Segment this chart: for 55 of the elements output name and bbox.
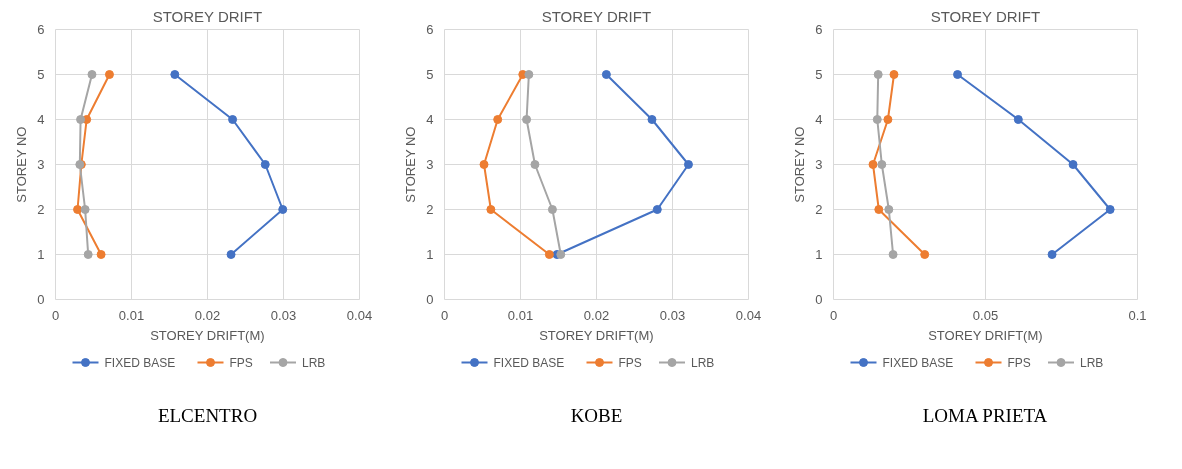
x-axis-title: STOREY DRIFT(M) bbox=[928, 327, 1043, 343]
y-tick-label: 3 bbox=[37, 157, 45, 172]
y-tick-label: 5 bbox=[426, 67, 434, 82]
y-tick-label: 0 bbox=[37, 292, 45, 307]
chart-title: STOREY DRIFT bbox=[930, 7, 1041, 25]
x-axis-title: STOREY DRIFT(M) bbox=[150, 327, 265, 343]
y-tick-label: 5 bbox=[815, 67, 823, 82]
legend-label: FIXED BASE bbox=[493, 355, 565, 370]
x-tick-label: 0.02 bbox=[583, 307, 610, 323]
y-tick-label: 0 bbox=[815, 292, 823, 307]
x-tick-label: 0 bbox=[829, 307, 838, 323]
x-tick-label: 0.03 bbox=[270, 307, 297, 323]
legend-label: LRB bbox=[302, 355, 326, 370]
y-tick-label: 2 bbox=[426, 202, 434, 217]
y-tick-label: 3 bbox=[426, 157, 434, 172]
x-axis-title: STOREY DRIFT(M) bbox=[539, 327, 654, 343]
y-axis-title: STOREY NO bbox=[403, 126, 419, 203]
y-tick-label: 6 bbox=[37, 22, 45, 37]
x-tick-label: 0.03 bbox=[659, 307, 686, 323]
x-tick-label: 0.04 bbox=[735, 307, 762, 323]
y-tick-label: 4 bbox=[815, 112, 823, 127]
x-tick-label: 0.1 bbox=[1128, 307, 1147, 323]
text: LOMA PRIETA bbox=[922, 405, 1048, 427]
y-tick-label: 0 bbox=[426, 292, 434, 307]
legend-label: LRB bbox=[691, 355, 715, 370]
x-tick-label: 0.01 bbox=[118, 307, 145, 323]
y-tick-label: 1 bbox=[815, 247, 823, 262]
legend-label: FPS bbox=[229, 355, 253, 370]
text: ELCENTRO bbox=[157, 405, 258, 427]
x-tick-label: 0 bbox=[51, 307, 60, 323]
x-tick-label: 0.02 bbox=[194, 307, 221, 323]
y-tick-label: 1 bbox=[37, 247, 45, 262]
y-tick-label: 1 bbox=[426, 247, 434, 262]
x-tick-label: 0.05 bbox=[972, 307, 999, 323]
y-tick-label: 3 bbox=[815, 157, 823, 172]
chart-title: STOREY DRIFT bbox=[541, 7, 652, 25]
legend-label: FIXED BASE bbox=[104, 355, 176, 370]
y-tick-label: 4 bbox=[426, 112, 434, 127]
x-tick-label: 0 bbox=[440, 307, 449, 323]
text: KOBE bbox=[570, 405, 623, 427]
y-tick-label: 2 bbox=[815, 202, 823, 217]
legend-label: FIXED BASE bbox=[882, 355, 954, 370]
legend-label: LRB bbox=[1080, 355, 1104, 370]
y-tick-label: 2 bbox=[37, 202, 45, 217]
y-tick-label: 5 bbox=[37, 67, 45, 82]
chart-title: STOREY DRIFT bbox=[152, 7, 263, 25]
y-tick-label: 6 bbox=[426, 22, 434, 37]
y-axis-title: STOREY NO bbox=[792, 126, 808, 203]
legend-label: FPS bbox=[618, 355, 642, 370]
x-tick-label: 0.04 bbox=[346, 307, 373, 323]
y-tick-label: 6 bbox=[815, 22, 823, 37]
y-axis-title: STOREY NO bbox=[14, 126, 30, 203]
legend-label: FPS bbox=[1007, 355, 1031, 370]
y-tick-label: 4 bbox=[37, 112, 45, 127]
x-tick-label: 0.01 bbox=[507, 307, 534, 323]
